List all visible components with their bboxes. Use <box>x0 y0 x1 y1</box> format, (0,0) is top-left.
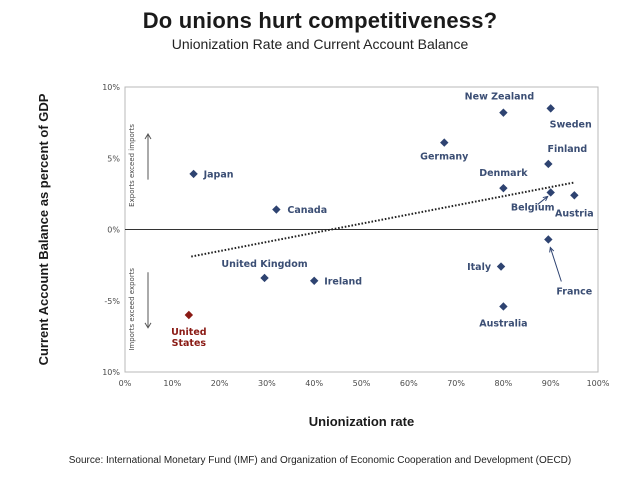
data-point-japan <box>189 169 198 179</box>
data-point-new-zealand <box>499 108 508 117</box>
point-label: United Kingdom <box>221 259 307 270</box>
x-tick-label: 10% <box>163 379 181 388</box>
point-label: France <box>556 286 592 297</box>
y-tick-label: 0% <box>107 226 120 235</box>
point-label: States <box>172 338 207 349</box>
point-label: Finland <box>547 144 587 155</box>
y-axis-title: Current Account Balance as percent of GD… <box>36 93 51 365</box>
x-tick-label: 50% <box>353 379 371 388</box>
x-tick-label: 60% <box>400 379 418 388</box>
point-label: Canada <box>287 205 327 216</box>
point-label: Germany <box>420 152 469 163</box>
side-note-upper: Exports exceed imports <box>128 124 136 207</box>
down-arrow-head-icon <box>144 322 152 329</box>
up-arrow-head-icon <box>144 133 152 140</box>
x-tick-label: 90% <box>542 379 560 388</box>
point-label: Denmark <box>479 168 528 179</box>
point-label: Japan <box>203 169 234 180</box>
y-tick-label: 10% <box>102 83 120 92</box>
data-point-finland <box>544 159 553 169</box>
data-point-austria <box>570 191 579 200</box>
chart-subtitle: Unionization Rate and Current Account Ba… <box>171 36 469 52</box>
trend-line <box>191 181 575 258</box>
point-label: Italy <box>467 262 492 273</box>
x-tick-label: 0% <box>119 379 132 388</box>
data-point-ireland <box>310 276 319 285</box>
data-point-sweden <box>546 104 555 113</box>
x-tick-label: 100% <box>587 379 610 388</box>
data-point-australia <box>499 302 508 311</box>
side-note-lower: Imports exceed exports <box>128 268 136 351</box>
data-point-germany <box>440 138 449 147</box>
source-note: Source: International Monetary Fund (IMF… <box>68 455 572 466</box>
data-point-france <box>544 235 553 244</box>
x-tick-label: 20% <box>211 379 229 388</box>
x-tick-label: 40% <box>305 379 323 388</box>
chart-title: Do unions hurt competitiveness? <box>142 8 498 33</box>
y-tick-label: 10% <box>102 368 120 377</box>
data-point-belgium <box>546 188 555 197</box>
point-label: Sweden <box>550 119 592 130</box>
point-label: Austria <box>555 208 594 219</box>
x-tick-label: 30% <box>258 379 276 388</box>
data-point-canada <box>272 205 281 214</box>
y-tick-label: -5% <box>104 297 120 306</box>
data-point-italy <box>496 262 506 271</box>
belgium-leader-arrow-head <box>542 195 549 202</box>
point-label: Belgium <box>511 202 555 213</box>
data-point-united-states <box>184 310 194 320</box>
belgium-leader-arrow <box>537 196 549 205</box>
point-label: New Zealand <box>465 92 534 103</box>
data-point-united-kingdom <box>260 273 269 283</box>
x-tick-label: 80% <box>495 379 513 388</box>
data-point-denmark <box>499 183 508 193</box>
france-leader-arrow <box>549 247 562 282</box>
y-tick-label: 5% <box>107 154 120 163</box>
point-label: Ireland <box>324 276 362 287</box>
x-axis-title: Unionization rate <box>309 414 414 429</box>
point-label: Australia <box>479 318 527 329</box>
point-label: United <box>171 327 207 338</box>
france-leader-arrow-head <box>549 246 555 253</box>
x-tick-label: 70% <box>447 379 465 388</box>
